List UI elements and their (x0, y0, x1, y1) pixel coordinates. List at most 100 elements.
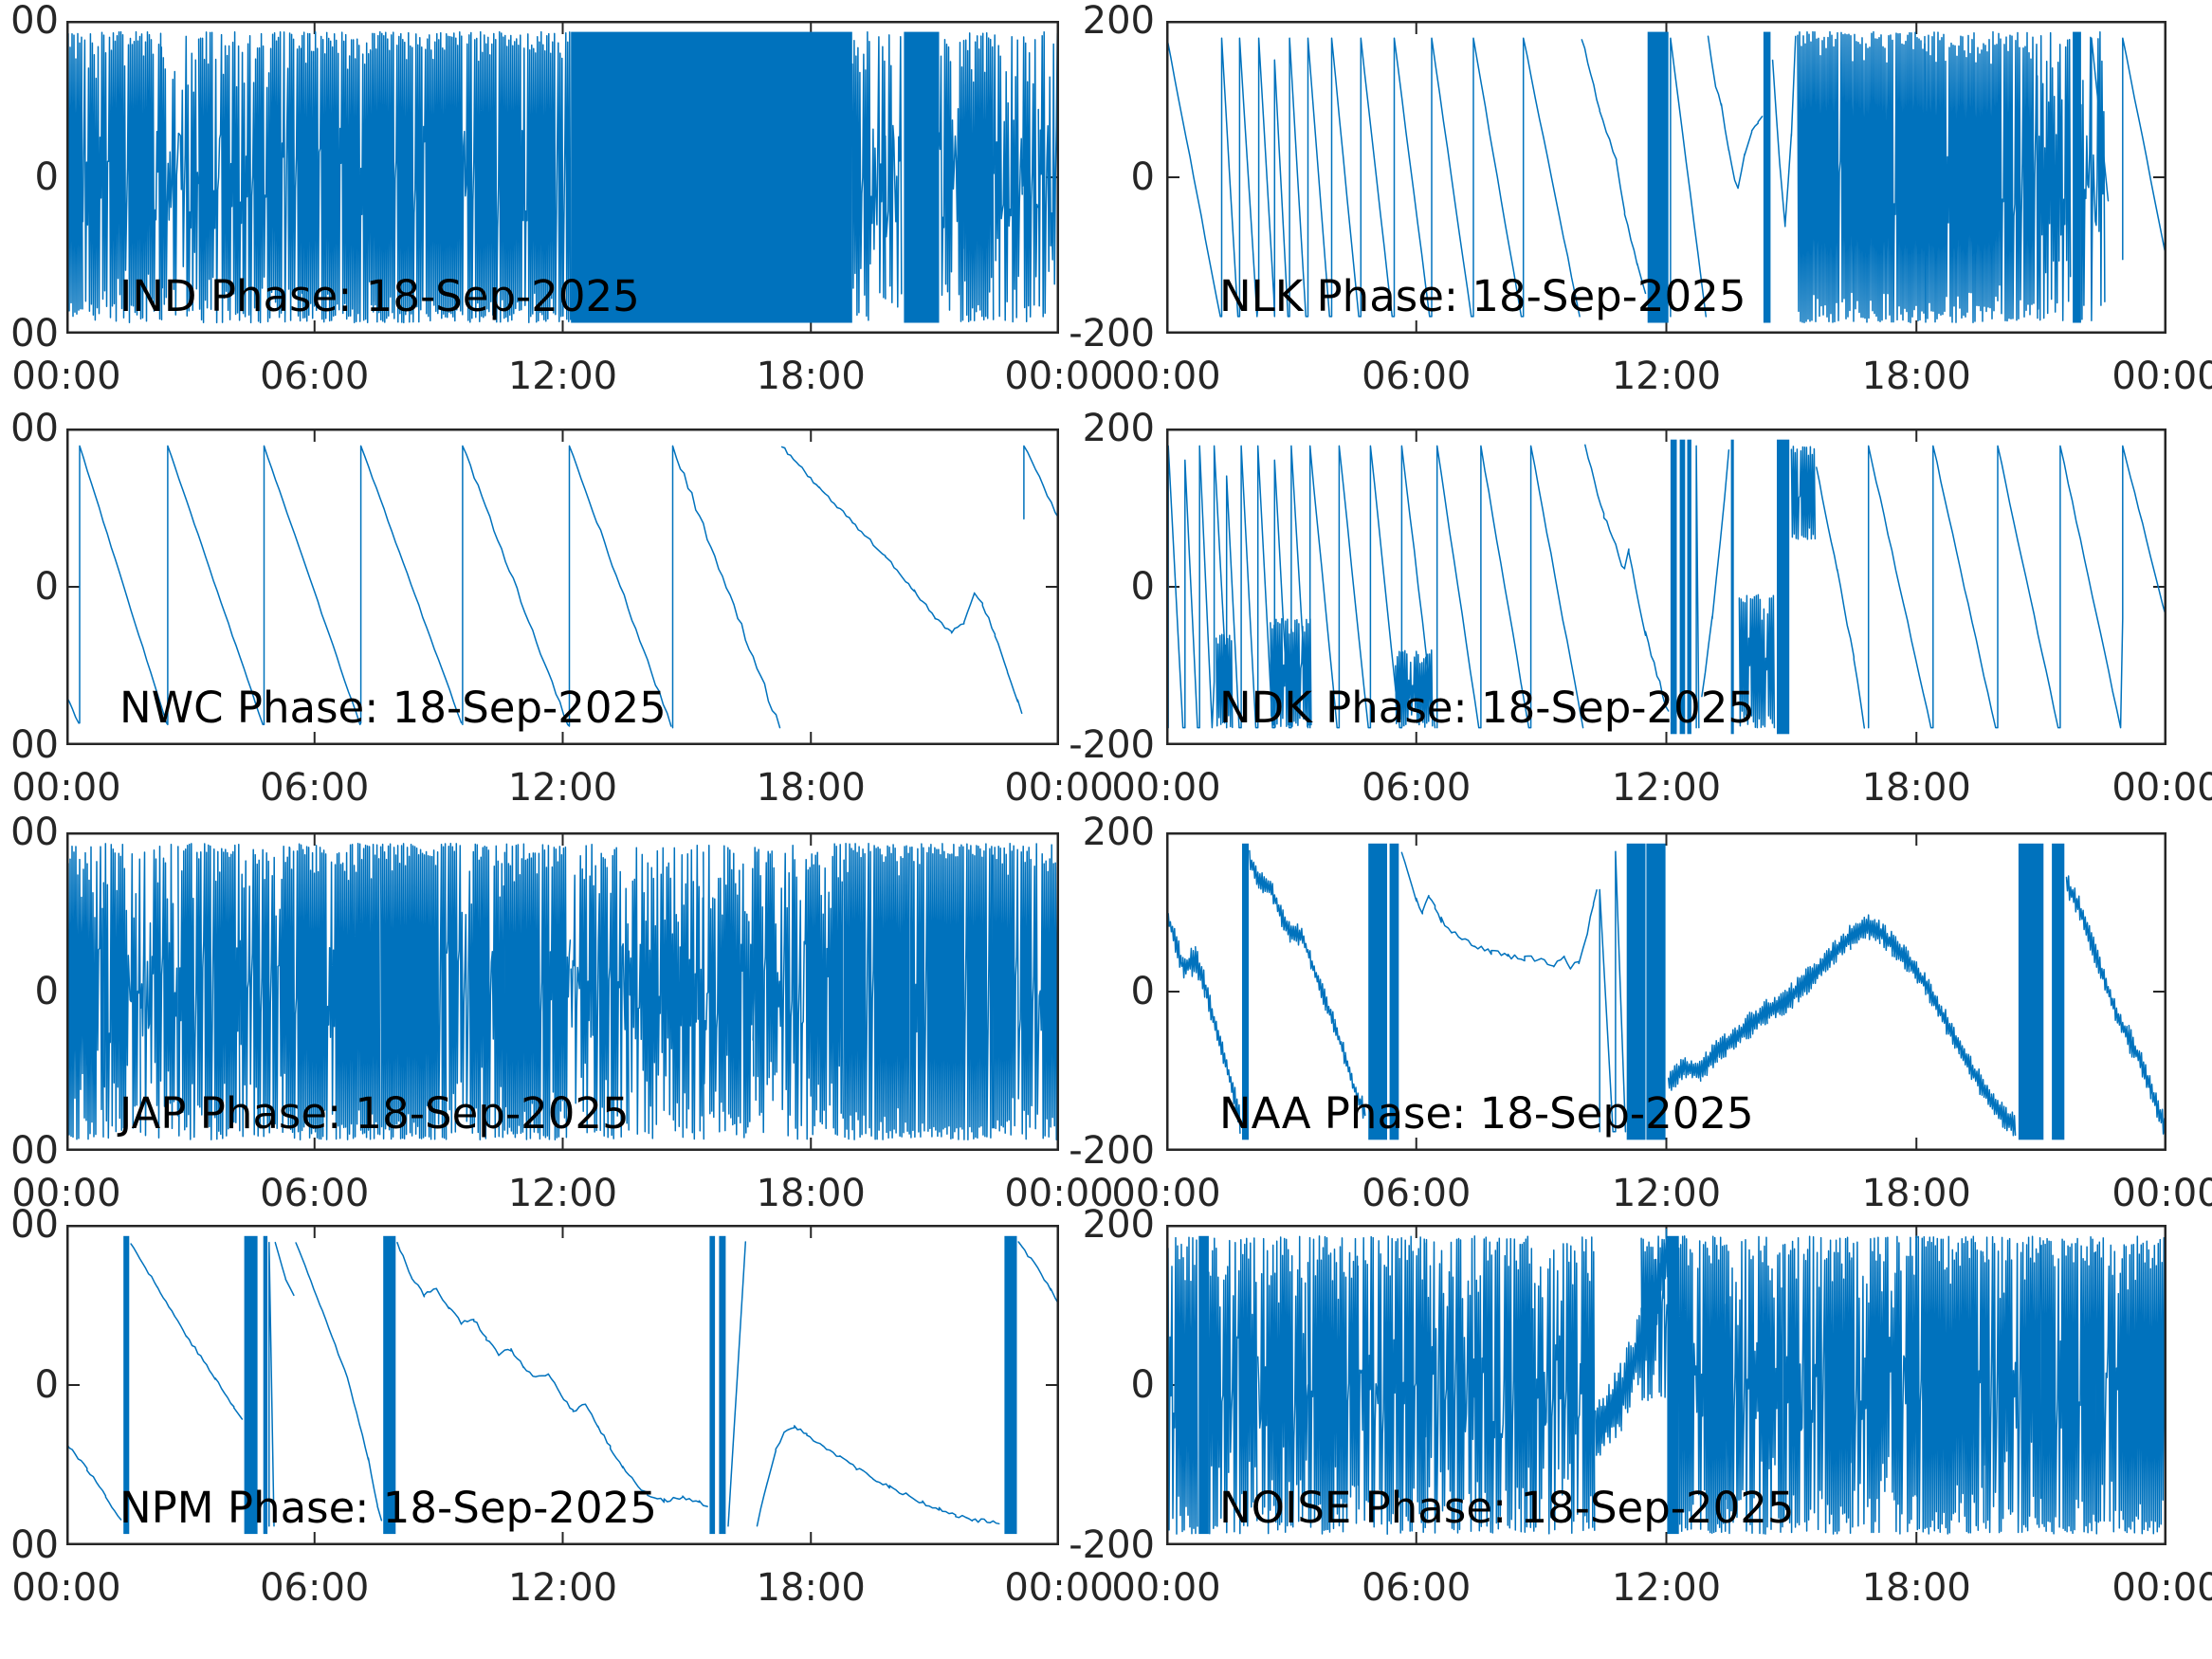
waveform-path (79, 445, 463, 726)
waveform-path (756, 1425, 1000, 1527)
waveform-path (1924, 30, 2038, 323)
waveform-path (1640, 1235, 1668, 1402)
waveform-path (1816, 466, 1866, 729)
waveform-path (396, 1241, 708, 1507)
waveform-path (2091, 37, 2110, 202)
x-tick-label: 18:00 (756, 766, 866, 810)
x-tick-label: 06:00 (1362, 1566, 1472, 1610)
waveform-path (274, 1241, 295, 1297)
station-label-NOISE: NOISE Phase: 18-Sep-2025 (1219, 1483, 1795, 1533)
waveform-path (1701, 448, 1730, 698)
plot-area-NWC (66, 428, 1059, 745)
waveform-path (1667, 914, 2017, 1137)
waveform-block (1646, 843, 1666, 1140)
waveform-block (123, 1235, 130, 1535)
x-tick-label: 06:00 (1362, 766, 1472, 810)
waveform-path (1395, 649, 1434, 728)
x-tick-label: 00:00 (2111, 1566, 2212, 1610)
waveform-path (1249, 849, 1366, 1120)
waveform-path (1599, 850, 1627, 1133)
waveform-path (671, 445, 781, 729)
station-label-IND: IND Phase: 18-Sep-2025 (119, 271, 640, 321)
waveform-block (2052, 843, 2065, 1140)
x-tick-label: 06:00 (1362, 1172, 1472, 1215)
y-tick-label: -200 (1069, 723, 1155, 767)
station-label-JAP: JAP Phase: 18-Sep-2025 (119, 1088, 630, 1139)
waveform-path (177, 843, 241, 1140)
waveform-path (2122, 37, 2166, 261)
waveform-block (1242, 843, 1249, 1140)
station-label-NDK: NDK Phase: 18-Sep-2025 (1219, 683, 1756, 733)
plot-area-NDK (1166, 428, 2166, 745)
waveform-path (139, 844, 179, 1139)
waveform-path (962, 31, 995, 323)
waveform-path (1020, 36, 1039, 323)
x-tick-label: 00:00 (1111, 355, 1221, 398)
y-tick-label: 200 (1082, 811, 1155, 854)
y-tick-label: 00 (10, 407, 59, 450)
axes-frame (66, 21, 1059, 334)
waveform-path (1738, 593, 1776, 729)
waveform-path (1915, 1235, 1985, 1535)
waveform-path (102, 843, 142, 1139)
plot-area-JAP (66, 832, 1059, 1151)
x-tick-label: 12:00 (507, 1566, 618, 1610)
x-tick-label: 00:00 (11, 1566, 121, 1610)
y-tick-label: 00 (10, 723, 59, 767)
x-tick-label: 12:00 (1611, 1172, 1722, 1215)
axes-frame (1166, 21, 2166, 334)
waveform-block (1647, 31, 1669, 323)
plot-area-IND (66, 21, 1059, 334)
waveform-path (1256, 1235, 1309, 1535)
x-tick-label: 00:00 (11, 766, 121, 810)
y-tick-label: 00 (10, 1203, 59, 1247)
waveform-path (1270, 618, 1312, 728)
waveform-path (1982, 1235, 2042, 1534)
waveform-block (1368, 843, 1387, 1140)
waveform-path (909, 843, 994, 1140)
waveform-path (1790, 446, 1817, 540)
y-tick-label: 0 (1130, 565, 1155, 609)
x-tick-label: 06:00 (260, 1566, 370, 1610)
waveform-block (1777, 439, 1790, 735)
waveform-path (288, 843, 381, 1140)
x-tick-label: 00:00 (1004, 1566, 1114, 1610)
x-tick-label: 18:00 (756, 1172, 866, 1215)
waveform-path (1435, 445, 1584, 729)
x-tick-label: 18:00 (1861, 766, 1971, 810)
waveform-block (2018, 843, 2044, 1140)
waveform-block (1198, 1235, 1209, 1535)
x-tick-label: 06:00 (260, 355, 370, 398)
waveform-path (160, 35, 200, 317)
waveform-block (1004, 1235, 1017, 1535)
axes-frame (1166, 832, 2166, 1151)
y-tick-label: 0 (1130, 970, 1155, 1013)
waveform-path (1707, 35, 1764, 190)
station-label-NAA: NAA Phase: 18-Sep-2025 (1219, 1088, 1754, 1139)
waveform-path (372, 30, 572, 324)
waveform-block (244, 1235, 258, 1535)
waveform-path (885, 34, 903, 308)
waveform-path (1400, 851, 1598, 970)
waveform-path (301, 30, 375, 324)
waveform-path (1023, 445, 1059, 520)
y-tick-label: -200 (1069, 312, 1155, 356)
x-tick-label: 00:00 (2111, 355, 2212, 398)
y-tick-label: 200 (1082, 407, 1155, 450)
waveform-path (628, 844, 705, 1140)
waveform-block (1687, 439, 1691, 735)
waveform-path (1532, 1236, 1596, 1535)
x-tick-label: 00:00 (2111, 1172, 2212, 1215)
axes-frame (66, 832, 1059, 1151)
waveform-block (1389, 843, 1399, 1140)
y-tick-label: 200 (1082, 1203, 1155, 1247)
x-tick-label: 00:00 (11, 355, 121, 398)
y-tick-label: 0 (1130, 155, 1155, 199)
y-tick-label: 0 (34, 155, 59, 199)
y-tick-label: 00 (10, 0, 59, 43)
x-tick-label: 00:00 (1004, 355, 1114, 398)
waveform-path (503, 843, 572, 1140)
waveform-path (1782, 1235, 1852, 1535)
waveform-block (1670, 439, 1677, 735)
